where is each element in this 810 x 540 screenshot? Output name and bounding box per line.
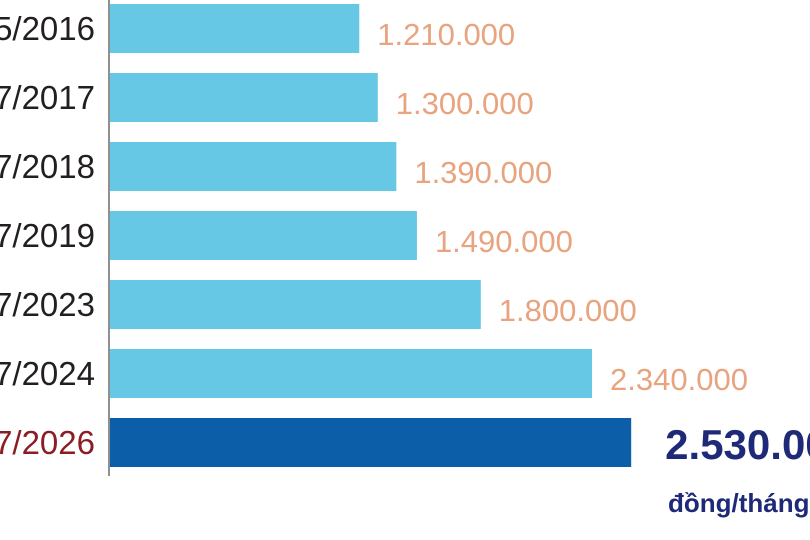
unit-label: đồng/tháng [668, 488, 810, 518]
category-label: 5/2016 [0, 10, 95, 47]
bar-7-2017 [110, 73, 378, 122]
bar-7-2023 [110, 280, 481, 329]
value-label: 1.490.000 [435, 224, 573, 259]
category-label: 7/2024 [0, 355, 95, 392]
bar-7-2024 [110, 349, 593, 398]
category-label: 7/2019 [0, 217, 95, 254]
value-label: 1.390.000 [414, 155, 552, 190]
value-label: 1.800.000 [499, 293, 637, 328]
value-label: 2.340.000 [610, 362, 748, 397]
category-label: 7/2023 [0, 286, 95, 323]
bar-7-2026 [110, 418, 632, 467]
bar-7-2018 [110, 142, 397, 191]
value-label: 1.300.000 [396, 86, 534, 121]
value-label-highlight: 2.530.000 [665, 421, 810, 468]
value-label: 1.210.000 [377, 17, 515, 52]
bar-group: 5/2016 1.210.000 7/2017 1.300.000 7/2018 1.39… [0, 4, 810, 468]
category-label: 7/2026 [0, 424, 95, 461]
category-label: 7/2017 [0, 79, 95, 116]
category-label: 7/2018 [0, 148, 95, 185]
bar-5-2016 [110, 4, 360, 53]
bar-7-2019 [110, 211, 417, 260]
